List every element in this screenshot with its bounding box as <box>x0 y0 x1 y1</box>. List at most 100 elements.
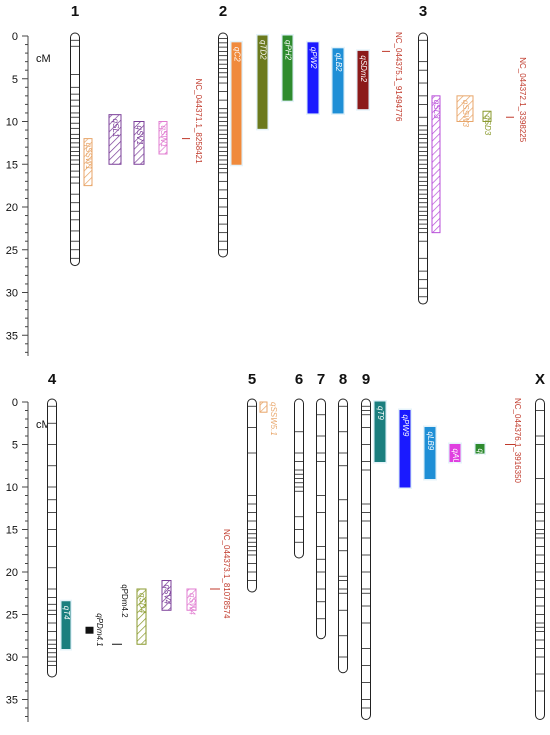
named-marker-label: NC_044371.1_8258421 <box>194 79 203 165</box>
chromosome-body <box>218 32 228 258</box>
axis-tick-label: 20 <box>6 202 18 214</box>
named-marker: NC_044375.1_91494776 <box>382 32 403 122</box>
qtl-label: qPW9 <box>401 415 410 437</box>
qtl-label: qSD3 <box>483 115 492 136</box>
qtl-label: qLB9 <box>426 432 435 451</box>
qtl-label: qPW2 <box>309 47 318 69</box>
qtl-label: qC2 <box>232 47 241 62</box>
named-marker: NC_044372.1_3398225 <box>506 57 527 143</box>
axis-tick-label: 20 <box>6 567 18 579</box>
qtl-bar <box>231 42 242 165</box>
qtl-label: qSV1 <box>135 126 144 146</box>
qtl-bar <box>307 42 319 114</box>
qtl-bar <box>257 35 268 129</box>
qtl-qlb2: qLB2 <box>331 46 345 115</box>
qtl-bar <box>186 588 197 611</box>
qtl-bar <box>259 401 268 413</box>
chromosome-7: 7 <box>316 371 326 640</box>
qtl-bar <box>282 35 293 101</box>
qtl-label: qSDm2 <box>359 55 368 82</box>
named-marker: NC_044373.1_81078574 <box>210 529 231 619</box>
qtl-qc2: qC2 <box>230 40 243 167</box>
chromosome-x: X <box>535 371 545 720</box>
chromosome-number: 4 <box>48 371 57 388</box>
qtl-bar <box>133 121 145 165</box>
qtl-bar <box>374 401 386 462</box>
qtl-label: qSW1 <box>159 126 168 148</box>
qtl-qsv1: qSV1 <box>133 121 145 165</box>
qtl-label: qAU9 <box>451 449 460 470</box>
qtl-qsdm2: qSDm2 <box>356 49 370 111</box>
qtl-qssw1: qSSW1 <box>83 138 93 187</box>
qtl-bar <box>357 50 369 110</box>
qtl-label: qPH9 <box>476 449 485 470</box>
qtl-label: qSL1 <box>111 119 120 138</box>
axis-tick-label: 15 <box>6 525 18 537</box>
chromosome-9: 9 <box>361 371 371 720</box>
chromosome-number: 1 <box>71 3 79 20</box>
axis-tick-label: 5 <box>12 74 18 86</box>
axis-tick-label: 35 <box>6 330 18 342</box>
named-marker: qPDm4.2 <box>112 584 129 645</box>
qtl-qsl1: qSL1 <box>108 114 122 165</box>
chromosome-number: X <box>535 371 545 388</box>
chromosome-body <box>535 398 545 720</box>
qtl-bar <box>482 110 492 122</box>
chromosome-body <box>70 32 80 267</box>
chromosome-3: 3 <box>418 3 428 305</box>
qtl-bar <box>449 444 461 462</box>
qtl-label: qSSW3 <box>461 100 470 128</box>
axis-tick-label: 35 <box>6 695 18 707</box>
chromosome-2: 2 <box>218 3 228 258</box>
chromosome-5: 5 <box>247 371 257 593</box>
qtl-qpw9: qPW9 <box>398 408 412 489</box>
qtl-bar <box>161 580 172 611</box>
qtl-qph9: qPH9 <box>474 442 486 470</box>
chromosome-number: 8 <box>339 371 347 388</box>
qtl-label: qSL3 <box>432 100 441 119</box>
chromosome-number: 3 <box>419 3 427 20</box>
chromosome-number: 6 <box>295 371 303 388</box>
qtl-qt9: qT9 <box>373 400 387 464</box>
qtl-bar <box>431 95 441 234</box>
named-marker-label: NC_044372.1_3398225 <box>518 57 527 143</box>
qtl-qsw1: qSW1 <box>158 121 168 155</box>
named-marker-label: qPDm4.2 <box>120 584 129 618</box>
qtl-qsv4: qSV4 <box>161 580 172 611</box>
named-marker-label: NC_044375.1_91494776 <box>394 32 403 122</box>
qtl-label: qSSW1 <box>84 143 93 170</box>
axis-tick-label: 30 <box>6 652 18 664</box>
top-axis: cM <box>27 36 51 356</box>
qtl-bar <box>83 138 93 187</box>
named-marker: NC_044376.1_3916350 <box>505 398 522 484</box>
chromosome-body <box>316 398 326 640</box>
qtl-qssw3: qSSW3 <box>456 95 474 128</box>
qtl-qsd3: qSD3 <box>482 110 492 136</box>
qtl-qlb9: qLB9 <box>423 425 437 481</box>
qtl-qssw5-1: qSSW5.1 <box>259 401 278 436</box>
qtl-bar <box>475 444 485 454</box>
qtl-qsd4: qSD4 <box>136 588 147 645</box>
named-marker: NC_044371.1_8258421 <box>182 79 203 165</box>
top-axis-ticks: 0 5 10 15 20 25 30 35 <box>6 31 28 353</box>
qtl-bar <box>456 95 474 122</box>
chromosome-body <box>47 398 57 678</box>
qtl-qt4: qT4 <box>60 599 72 651</box>
qtl-bar <box>158 121 168 155</box>
named-marker-label: NC_044373.1_81078574 <box>222 529 231 619</box>
qtl-qtd2: qTD2 <box>256 34 269 131</box>
chromosome-1: 1 <box>70 3 80 267</box>
qtl-qpw2: qPW2 <box>306 40 320 115</box>
axis-tick-label: 10 <box>6 117 18 129</box>
qtl-label: qTD2 <box>258 40 267 60</box>
qtl-bar <box>424 427 436 479</box>
qtl-qsl3: qSL3 <box>431 95 441 234</box>
top-panel: 1 2 3 qSSW1 qSL1 qSV1 qSW1 qC2 qTD2 qPH2 qPW2 qLB2 q… <box>70 3 527 305</box>
qtl-label: qPH2 <box>283 40 292 61</box>
qtl-qpdm4-1: qPDm4.1 <box>85 613 104 647</box>
qtl-label: qSV4 <box>162 585 171 605</box>
qtl-qsw4: qSW4 <box>186 588 197 615</box>
qtl-label: qT4 <box>62 606 71 620</box>
bottom-axis-ticks: 0 5 10 15 20 25 30 35 <box>6 397 28 717</box>
